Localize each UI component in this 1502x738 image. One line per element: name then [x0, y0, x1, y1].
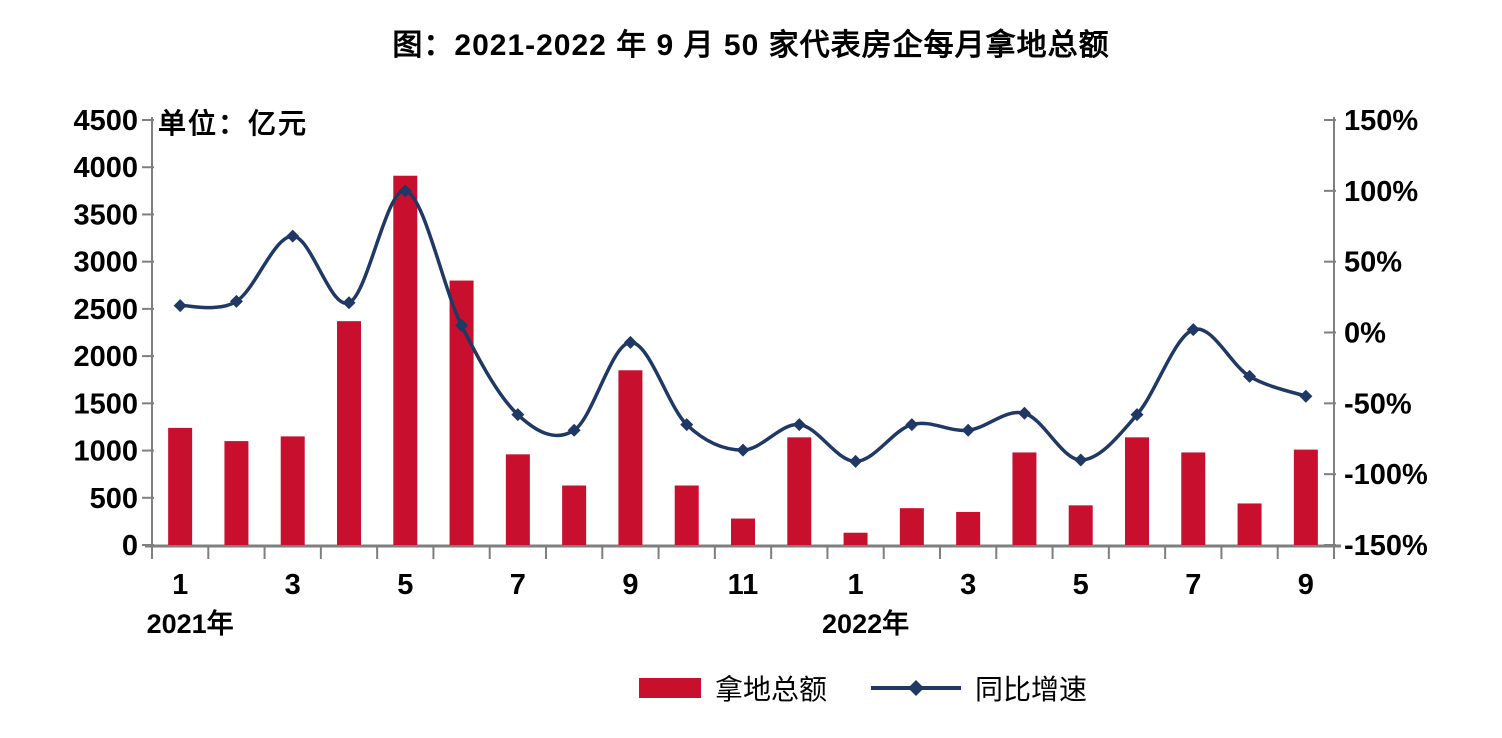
svg-text:150%: 150% [1344, 105, 1418, 137]
axes [142, 117, 1341, 559]
x-axis-year-labels: 2021年 2022年 [147, 608, 910, 639]
legend-line-label: 同比增速 [975, 674, 1088, 705]
svg-text:-50%: -50% [1344, 388, 1412, 420]
svg-text:7: 7 [510, 569, 526, 601]
svg-text:9: 9 [622, 569, 638, 601]
svg-text:0%: 0% [1344, 318, 1386, 350]
bar-series [168, 175, 1318, 545]
svg-text:3: 3 [285, 569, 301, 601]
line-series [173, 184, 1313, 468]
svg-text:2000: 2000 [73, 341, 138, 373]
svg-text:7: 7 [1185, 569, 1201, 601]
left-axis-labels: 0 500 1000 1500 2000 2500 3000 3500 4000 4500 [73, 105, 138, 562]
legend-item-bar: 拿地总额 [638, 668, 827, 708]
x-axis-month-labels: 1 3 5 7 9 11 1 3 5 7 9 [172, 569, 1314, 601]
svg-text:3: 3 [960, 569, 976, 601]
svg-text:4500: 4500 [73, 105, 138, 137]
svg-text:3500: 3500 [73, 199, 138, 231]
svg-text:5: 5 [1073, 569, 1089, 601]
svg-text:1000: 1000 [73, 436, 138, 468]
svg-text:100%: 100% [1344, 176, 1418, 208]
svg-text:11: 11 [728, 569, 759, 601]
svg-text:5: 5 [397, 569, 413, 601]
legend-item-line: 同比增速 [871, 668, 1087, 708]
svg-text:2021年: 2021年 [147, 608, 234, 639]
svg-text:500: 500 [90, 483, 138, 515]
svg-text:2500: 2500 [73, 294, 138, 326]
svg-text:2022年: 2022年 [822, 608, 909, 639]
chart-title: 图：2021-2022 年 9 月 50 家代表房企每月拿地总额 [392, 29, 1110, 62]
svg-text:-100%: -100% [1344, 459, 1428, 491]
svg-text:1500: 1500 [73, 388, 138, 420]
svg-text:50%: 50% [1344, 247, 1402, 279]
svg-text:1: 1 [172, 569, 188, 601]
bar-series-swatch-icon [638, 678, 701, 698]
legend-bar-label: 拿地总额 [714, 674, 827, 705]
axis-unit-label: 单位：亿元 [158, 108, 309, 139]
svg-text:1: 1 [848, 569, 864, 601]
line-series-marker-icon [871, 680, 961, 696]
svg-text:3000: 3000 [73, 247, 138, 279]
svg-text:4000: 4000 [73, 152, 138, 184]
legend: 拿地总额 同比增速 [112, 668, 1502, 708]
svg-text:0: 0 [122, 530, 138, 562]
svg-text:9: 9 [1298, 569, 1314, 601]
right-axis-labels: -150% -100% -50% 0% 50% 100% 150% [1344, 105, 1428, 562]
svg-text:-150%: -150% [1344, 530, 1428, 562]
